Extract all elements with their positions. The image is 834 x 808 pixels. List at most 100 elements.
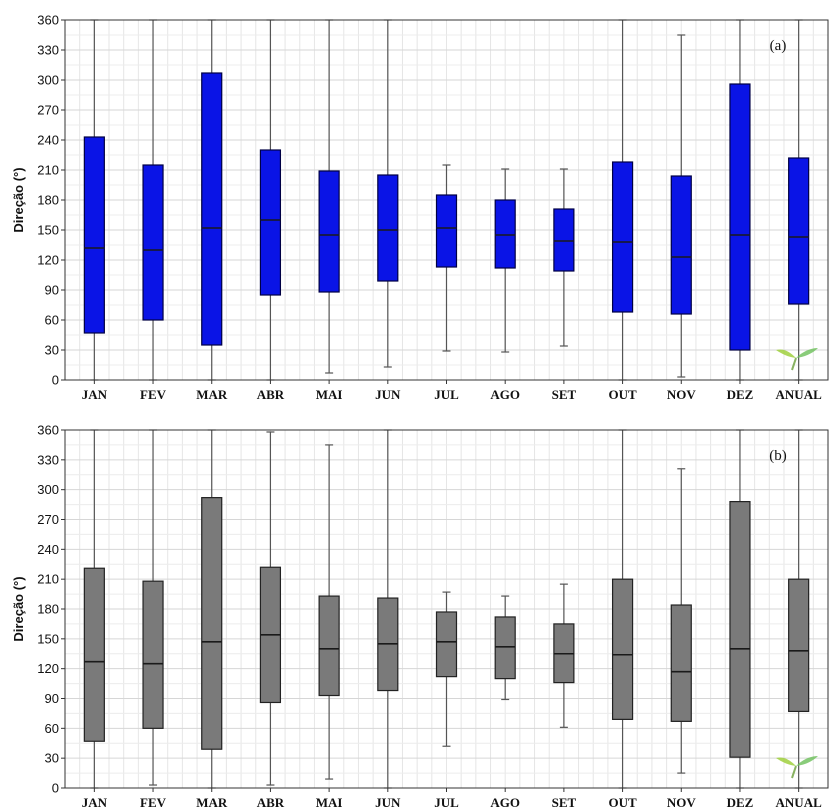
box-set xyxy=(553,168,575,347)
box-dez xyxy=(729,429,751,789)
box-jul xyxy=(435,164,458,352)
y-tick-label: 0 xyxy=(52,373,59,388)
box-ago xyxy=(494,595,516,701)
box-iqr xyxy=(611,161,634,313)
box-jul xyxy=(435,591,458,747)
x-tick-label: MAI xyxy=(316,795,343,808)
y-axis-label: Direção (°) xyxy=(11,576,26,641)
box-iqr xyxy=(788,578,810,713)
leaf-icon xyxy=(796,756,818,766)
x-tick-label: ANUAL xyxy=(776,387,823,402)
y-tick-label: 300 xyxy=(37,73,59,88)
x-tick-label: MAR xyxy=(196,795,228,808)
box-mar xyxy=(201,19,223,381)
leaf-icon xyxy=(776,349,796,358)
box-fev xyxy=(142,429,164,786)
y-tick-label: 150 xyxy=(37,223,59,238)
y-tick-label: 90 xyxy=(45,691,59,706)
box-nov xyxy=(670,34,692,378)
box-iqr xyxy=(83,136,105,334)
box-iqr xyxy=(611,578,634,720)
y-tick-label: 120 xyxy=(37,253,59,268)
x-tick-label: ABR xyxy=(257,387,285,402)
box-dez xyxy=(729,19,751,381)
x-tick-label: OUT xyxy=(608,795,637,808)
box-jun xyxy=(377,19,399,368)
box-iqr xyxy=(788,157,810,305)
x-tick-label: AGO xyxy=(490,387,520,402)
x-tick-label: MAI xyxy=(316,387,343,402)
box-iqr xyxy=(494,199,516,269)
box-nov xyxy=(670,468,692,774)
box-iqr xyxy=(259,149,282,296)
x-tick-label: DEZ xyxy=(727,387,754,402)
plant-logo-icon xyxy=(776,348,818,371)
box-out xyxy=(611,19,634,381)
box-anual xyxy=(788,429,810,789)
box-set xyxy=(553,583,575,728)
x-tick-label: JAN xyxy=(82,795,108,808)
box-iqr xyxy=(142,580,164,729)
box-ago xyxy=(494,168,516,353)
box-mai xyxy=(318,19,340,374)
y-tick-label: 360 xyxy=(37,13,59,28)
stem-icon xyxy=(791,765,797,779)
x-tick-label: NOV xyxy=(667,795,697,808)
y-tick-label: 210 xyxy=(37,572,59,587)
x-tick-label: JUN xyxy=(375,795,401,808)
y-tick-label: 30 xyxy=(45,751,59,766)
y-axis-label: Direção (°) xyxy=(11,167,26,232)
x-tick-label: NOV xyxy=(667,387,697,402)
box-iqr xyxy=(670,604,692,722)
y-tick-label: 180 xyxy=(37,193,59,208)
panel-b-chart: 0 30 60 90 120 150 180 210 240 270 300 330 360 Direçã… xyxy=(11,423,829,808)
x-tick-label: JUN xyxy=(375,387,401,402)
y-tick-label: 60 xyxy=(45,721,59,736)
box-iqr xyxy=(729,501,751,758)
x-tick-label: OUT xyxy=(608,387,637,402)
x-tick-label: FEV xyxy=(140,387,167,402)
y-tick-label: 0 xyxy=(52,781,59,796)
x-tick-label: AGO xyxy=(490,795,520,808)
x-tick-label: FEV xyxy=(140,795,167,808)
box-iqr xyxy=(729,83,751,351)
box-iqr xyxy=(494,616,516,680)
box-iqr xyxy=(435,194,458,268)
y-tick-label: 270 xyxy=(37,103,59,118)
box-iqr xyxy=(553,208,575,272)
x-tick-label: JUL xyxy=(434,795,459,808)
panel-label: (b) xyxy=(769,448,787,464)
y-tick-label: 120 xyxy=(37,661,59,676)
box-mar xyxy=(201,429,223,789)
y-tick-label: 360 xyxy=(37,423,59,438)
x-tick-label: ANUAL xyxy=(776,795,823,808)
box-iqr xyxy=(142,164,164,321)
x-tick-label: SET xyxy=(552,795,577,808)
box-abr xyxy=(259,19,282,381)
box-jan xyxy=(83,429,105,789)
y-tick-label: 330 xyxy=(37,43,59,58)
x-tick-label: JUL xyxy=(434,387,459,402)
leaf-icon xyxy=(776,757,796,766)
box-iqr xyxy=(435,611,458,678)
y-tick-label: 90 xyxy=(45,283,59,298)
y-tick-label: 60 xyxy=(45,313,59,328)
y-tick-label: 270 xyxy=(37,512,59,527)
panel-label: (a) xyxy=(770,38,787,54)
box-iqr xyxy=(83,567,105,742)
plant-logo-icon xyxy=(776,756,818,779)
box-abr xyxy=(259,431,282,786)
x-tick-label: SET xyxy=(552,387,577,402)
y-tick-label: 180 xyxy=(37,602,59,617)
box-iqr xyxy=(201,72,223,346)
y-tick-label: 30 xyxy=(45,343,59,358)
leaf-icon xyxy=(796,348,818,358)
y-tick-label: 240 xyxy=(37,133,59,148)
box-iqr xyxy=(318,595,340,697)
x-tick-label: DEZ xyxy=(727,795,754,808)
y-tick-label: 240 xyxy=(37,542,59,557)
x-tick-label: ABR xyxy=(257,795,285,808)
stem-icon xyxy=(791,357,797,371)
box-iqr xyxy=(201,497,223,750)
